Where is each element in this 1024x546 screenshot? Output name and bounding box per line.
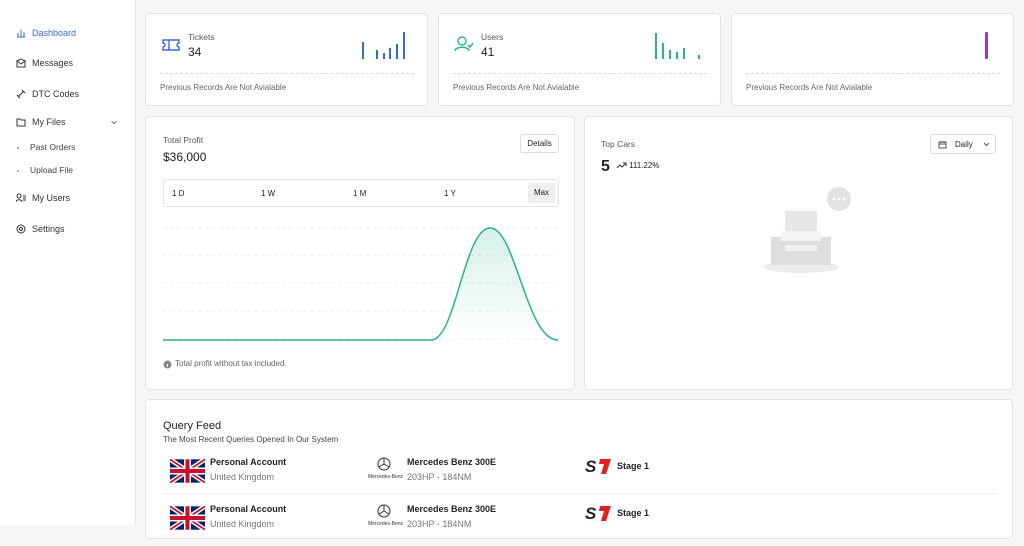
tab-bar: 1 D 1 W 1 M 1 Y Max [163, 179, 559, 207]
feed-title: Query Feed [163, 420, 222, 432]
top-cars-title: Top Cars [601, 139, 636, 149]
info-icon [163, 360, 172, 369]
svg-text:S: S [585, 457, 597, 474]
specs: 203HP - 184NM [407, 472, 472, 482]
tab[interactable]: 1 M [353, 189, 367, 198]
period-dropdown[interactable]: Daily [930, 134, 996, 154]
profit-value: $36,000 [163, 150, 207, 164]
profit-note: Total profit without tax included. [175, 359, 287, 368]
stage-logo: S [585, 504, 611, 521]
brand: Mercedes-Benz [368, 474, 404, 480]
tab[interactable]: Max [528, 183, 555, 203]
nav-item[interactable]: My Users [16, 193, 70, 203]
nav-item[interactable]: Settings [16, 224, 65, 234]
brand: Mercedes-Benz [368, 521, 404, 527]
top-cars-card: Top Cars 5 111.22% Daily [584, 116, 1013, 390]
nav-label: Messages [32, 58, 74, 68]
nav-label: DTC Codes [32, 89, 80, 99]
nav-item[interactable]: My Files [16, 117, 118, 127]
stat-footer: Previous Records Are Not Avialable [746, 83, 873, 92]
feed-row[interactable]: Personal Account United Kingdom Mercedes… [146, 452, 1014, 499]
users-icon [454, 36, 474, 52]
account: Personal Account [210, 457, 287, 467]
stat-card: Users 41 Previous Records Are Not Aviala… [438, 13, 721, 106]
profit-card: Total Profit $36,000 Details 1 D 1 W 1 M… [145, 116, 575, 390]
empty-illustration [763, 187, 851, 273]
car: Mercedes Benz 300E [407, 457, 497, 467]
stat-label: Tickets [188, 32, 215, 42]
stat-footer: Previous Records Are Not Avialable [160, 83, 287, 92]
account: Personal Account [210, 504, 287, 514]
stat-value: 34 [188, 45, 202, 59]
nav-item[interactable]: Dashboard [16, 28, 76, 38]
stat-label: Users [481, 32, 504, 42]
tab[interactable]: 1 W [261, 189, 276, 198]
flag [170, 506, 205, 530]
stage-logo: S [585, 457, 611, 474]
stat-card: Tickets 34 Previous Records Are Not Avia… [145, 13, 428, 106]
specs: 203HP - 184NM [407, 519, 472, 529]
stat-value: 41 [481, 45, 495, 59]
page: {"sidebar":{"items":[{"label":"Dashboard… [0, 0, 1024, 525]
top-cars-value: 5 [601, 158, 610, 175]
top-cars-change: 111.22% [629, 161, 660, 170]
stage: Stage 1 [617, 508, 650, 518]
nav-label: Settings [32, 224, 65, 234]
nav-label: My Files [32, 117, 66, 127]
svg-text:S: S [585, 504, 597, 521]
stage: Stage 1 [617, 461, 650, 471]
nav-subitem[interactable]: Past Orders [17, 142, 75, 152]
brand-logo [377, 504, 391, 518]
stat-footer: Previous Records Are Not Avialable [453, 83, 580, 92]
flag [170, 459, 205, 483]
tab[interactable]: 1 D [172, 189, 185, 198]
details-button[interactable]: Details [520, 134, 559, 153]
tab[interactable]: 1 Y [444, 189, 456, 198]
nav-subitem[interactable]: Upload File [17, 165, 73, 175]
country: United Kingdom [210, 519, 275, 529]
sidebar: Dashboard Messages DTC Codes My Files Pa… [0, 0, 136, 525]
ticket-icon [162, 39, 180, 51]
trend-icon [616, 162, 627, 169]
dropdown-label: Daily [955, 140, 973, 149]
country: United Kingdom [210, 472, 275, 482]
sparkline [985, 32, 988, 59]
sparkline [362, 32, 405, 59]
car: Mercedes Benz 300E [407, 504, 497, 514]
stat-card: Previous Records Are Not Avialable [731, 13, 1014, 106]
brand-logo [377, 457, 391, 471]
query-feed: Query Feed The Most Recent Queries Opene… [145, 399, 1013, 539]
divider [163, 493, 997, 494]
nav-item[interactable]: Messages [16, 58, 73, 68]
feed-subtitle: The Most Recent Queries Opened In Our Sy… [163, 435, 339, 444]
nav-label: My Users [32, 193, 70, 203]
feed-row[interactable]: Personal Account United Kingdom Mercedes… [146, 499, 1014, 546]
sparkline [655, 33, 700, 59]
profit-title: Total Profit [163, 135, 204, 145]
nav-label: Dashboard [32, 28, 77, 38]
nav-item[interactable]: DTC Codes [16, 89, 79, 99]
profit-chart [163, 227, 559, 341]
